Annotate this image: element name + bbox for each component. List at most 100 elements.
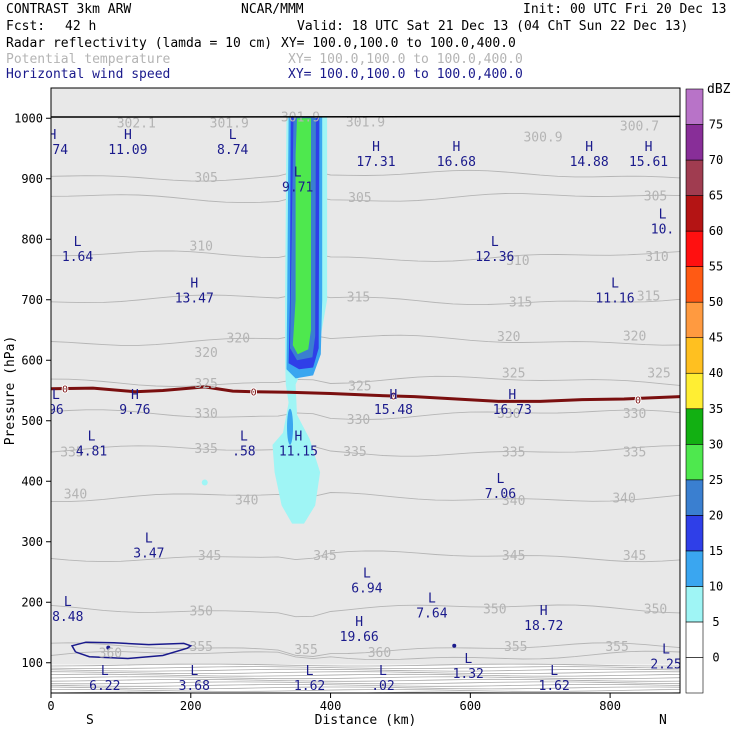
wind-extremum-type: H: [131, 388, 139, 403]
wind-extremum-type: L: [306, 664, 314, 679]
colorbar-swatch: [685, 230, 704, 267]
wind-extremum-value: 16.73: [493, 403, 532, 418]
wind-extremum-type: H: [540, 604, 548, 619]
wind-extremum-type: H: [124, 128, 132, 143]
theta-label: 345: [502, 549, 525, 564]
freezing-level-label: 0: [251, 388, 257, 399]
wind-extremum-value: 16.68: [437, 155, 476, 170]
wind-extremum-value: 1.62: [294, 679, 325, 694]
wind-extremum-type: L: [74, 235, 82, 250]
colorbar-swatch: [685, 443, 704, 481]
freezing-level-label: 0: [390, 391, 396, 402]
colorbar-label: 15: [709, 544, 723, 558]
y-tick-label: 200: [21, 595, 43, 609]
wind-extremum-type: L: [88, 430, 96, 445]
theta-contour-line: [51, 550, 680, 563]
colorbar-unit: dBZ: [707, 82, 731, 97]
wind-extremum-value: 11.16: [595, 292, 634, 307]
init-time: Init: 00 UTC Fri 20 Dec 13: [523, 2, 727, 17]
wind-extremum-type: L: [363, 566, 371, 581]
theta-label: 300.9: [523, 130, 562, 145]
theta-contour-line: [51, 492, 680, 503]
colorbar-label: 5: [712, 615, 719, 629]
plot-frame: [50, 87, 681, 694]
x-axis-label: Distance (km): [315, 713, 417, 728]
freezing-level-line: [51, 385, 680, 403]
fcst-label: Fcst:: [6, 19, 45, 34]
valid-time: Valid: 18 UTC Sat 21 Dec 13 (04 ChT Sun …: [297, 19, 688, 34]
theta-label: 300.7: [620, 120, 659, 135]
upper-theta-line: [51, 689, 680, 692]
y-axis-label: Pressure (hPa): [3, 336, 18, 446]
theta-label: 345: [313, 549, 336, 564]
plot-area: 0 0 0 0 360 355 355 360 355 355 350 350 350 345 345 34…: [48, 87, 681, 694]
x-tick-label: 0: [47, 699, 54, 713]
model-title: CONTRAST 3km ARW: [6, 2, 131, 17]
upper-theta-line: [51, 684, 680, 687]
theta-contour-line: [51, 642, 680, 657]
colorbar-swatch: [685, 159, 704, 196]
wind-extremum-type: H: [645, 140, 653, 155]
colorbar-label: 20: [709, 508, 723, 522]
wind-extremum-value: 1.64: [62, 250, 93, 265]
wind-extremum-value: 7.06: [485, 487, 516, 502]
wind-extremum-type: H: [48, 128, 56, 143]
colorbar-label: 50: [709, 295, 723, 309]
theta-label: 355: [504, 640, 527, 655]
y-tick-label: 800: [21, 232, 43, 246]
wind-extremum-value: 9.71: [282, 180, 313, 195]
theta-contour-line: [51, 650, 680, 661]
wind-extremum-type: L: [550, 664, 558, 679]
wind-extremum-value: 15.61: [629, 155, 668, 170]
theta-label: 320: [497, 330, 520, 345]
wind-extremum-value: 12.36: [475, 250, 514, 265]
wind-contour: [70, 641, 457, 660]
wind-extremum-type: H: [452, 140, 460, 155]
theta-label: 340: [64, 487, 87, 502]
freezing-level-label: 0: [635, 396, 641, 407]
wind-extremum-type: L: [496, 472, 504, 487]
theta-label: 310: [506, 254, 529, 269]
wind-extremum-type: H: [390, 388, 398, 403]
theta-contour-line: [51, 409, 680, 420]
theta-contours: [51, 169, 680, 661]
colorbar-swatch: [685, 408, 704, 445]
wind-extremum-type: H: [585, 140, 593, 155]
wind-extremum-type: H: [355, 615, 363, 630]
fcst-value: 42 h: [65, 19, 96, 34]
theta-contour-line: [51, 294, 680, 306]
theta-contour-line: [51, 375, 680, 387]
theta-label: 320: [623, 329, 646, 344]
theta-label: 305: [348, 191, 371, 206]
theta-labels: 360 355 355 360 355 355 350 350 350 345 345 345 345 3…: [60, 110, 671, 661]
theta-label: 302.1: [117, 116, 156, 131]
wind-extremum-type: L: [611, 277, 619, 292]
reflectivity-shading: [201, 117, 328, 524]
wind-extremum-value: 18.72: [524, 619, 563, 634]
wind-extremum-type: L: [229, 128, 237, 143]
wind-extremum-type: L: [491, 235, 499, 250]
theta-label: 350: [483, 602, 506, 617]
theta-label: 335: [194, 442, 217, 457]
wind-extremum-value: 7.64: [416, 606, 447, 621]
theta-label: 301.9: [346, 115, 385, 130]
theta-label: 360: [99, 646, 122, 661]
theta-label: 315: [347, 291, 370, 306]
theta-label: 310: [190, 239, 213, 254]
theta-contour-line: [51, 193, 680, 204]
theta-label: 305: [644, 190, 667, 205]
field-name-wind: Horizontal wind speed: [6, 67, 170, 82]
wind-extremum-value: 2.25: [650, 658, 681, 673]
theta-label: 325: [194, 377, 217, 392]
wind-extremum-type: L: [240, 430, 248, 445]
wind-extremum-value: 8.48: [52, 610, 83, 625]
upper-theta-line: [51, 681, 680, 685]
wind-extremum-type: L: [294, 165, 302, 180]
wind-extremum-type: L: [464, 652, 472, 667]
upper-theta-line: [51, 663, 680, 667]
colorbar-swatch: [685, 479, 704, 516]
y-tick-label: 300: [21, 535, 43, 549]
theta-label: 325: [348, 380, 371, 395]
wind-contour-dot: [106, 645, 111, 650]
upper-theta-band: [51, 88, 680, 693]
